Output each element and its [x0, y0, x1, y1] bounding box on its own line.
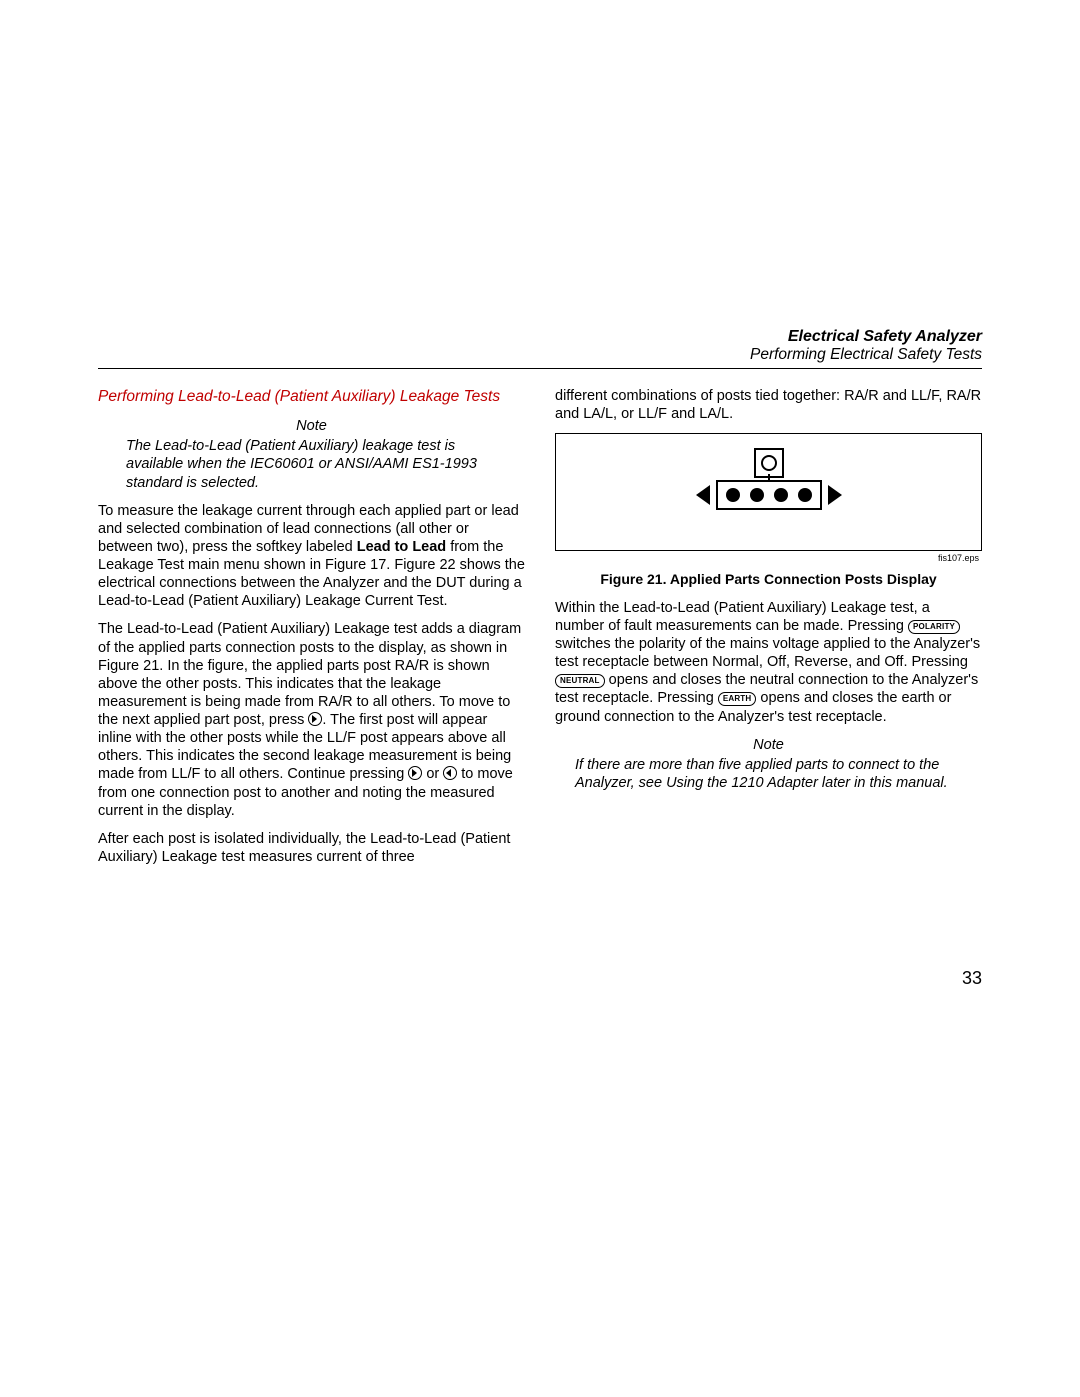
figure-source: fis107.eps [938, 553, 979, 564]
left-triangle-icon [696, 485, 710, 505]
header-title: Electrical Safety Analyzer [788, 328, 982, 346]
page-number: 33 [962, 968, 982, 989]
text: switches the polarity of the mains volta… [555, 636, 980, 670]
note-body: The Lead-to-Lead (Patient Auxiliary) lea… [126, 437, 509, 491]
post-dot-icon [726, 488, 740, 502]
right-arrow-icon [408, 766, 422, 780]
figure-caption: Figure 21. Applied Parts Connection Post… [555, 571, 982, 589]
bold-text: Lead to Lead [357, 539, 446, 555]
paragraph-2: The Lead-to-Lead (Patient Auxiliary) Lea… [98, 620, 525, 819]
earth-key-icon: EARTH [718, 692, 757, 706]
page-header: Electrical Safety Analyzer Performing El… [98, 328, 982, 369]
paragraph-1: To measure the leakage current through e… [98, 502, 525, 611]
polarity-key-icon: POLARITY [908, 620, 960, 634]
paragraph-3: After each post is isolated individually… [98, 830, 525, 866]
page-content: Electrical Safety Analyzer Performing El… [98, 328, 982, 876]
section-title: Performing Lead-to-Lead (Patient Auxilia… [98, 387, 525, 407]
note-body: If there are more than five applied part… [575, 756, 966, 792]
paragraph-4: Within the Lead-to-Lead (Patient Auxilia… [555, 599, 982, 726]
right-column: different combinations of posts tied tog… [555, 387, 982, 876]
left-column: Performing Lead-to-Lead (Patient Auxilia… [98, 387, 525, 876]
post-dot-icon [761, 455, 777, 471]
left-arrow-icon [443, 766, 457, 780]
right-arrow-icon [308, 712, 322, 726]
columns: Performing Lead-to-Lead (Patient Auxilia… [98, 387, 982, 876]
neutral-key-icon: NEUTRAL [555, 674, 605, 688]
header-subtitle: Performing Electrical Safety Tests [750, 346, 982, 364]
post-dot-icon [774, 488, 788, 502]
post-dot-icon [750, 488, 764, 502]
note-label: Note [555, 736, 982, 754]
posts-strip [716, 480, 822, 510]
right-triangle-icon [828, 485, 842, 505]
figure-21: fis107.eps [555, 433, 982, 551]
note-label: Note [98, 417, 525, 435]
posts-row [696, 480, 842, 510]
post-dot-icon [798, 488, 812, 502]
text: or [422, 766, 443, 782]
text: Within the Lead-to-Lead (Patient Auxilia… [555, 600, 930, 634]
paragraph-cont: different combinations of posts tied tog… [555, 387, 982, 423]
